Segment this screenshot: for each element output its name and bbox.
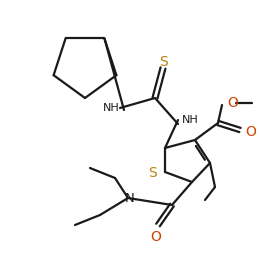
Text: O: O (245, 125, 256, 139)
Text: O: O (227, 96, 238, 110)
Text: S: S (148, 166, 157, 180)
Text: N: N (125, 192, 135, 206)
Text: O: O (151, 230, 161, 244)
Text: NH: NH (103, 103, 120, 113)
Text: S: S (160, 55, 168, 69)
Text: NH: NH (182, 115, 199, 125)
